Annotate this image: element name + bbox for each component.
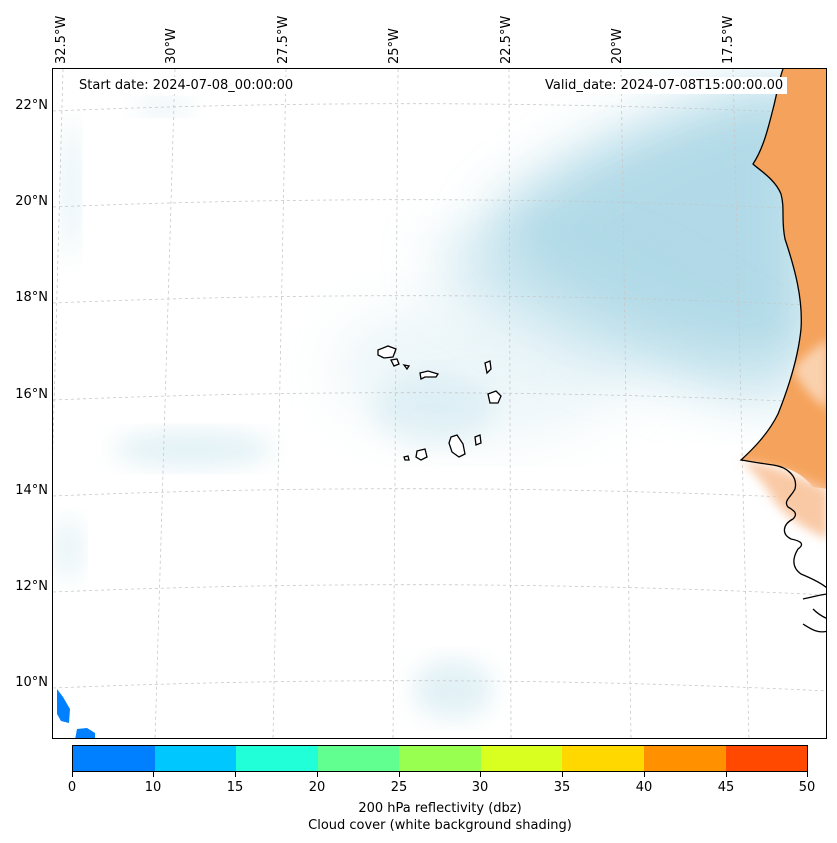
colorbar-label-10: 10 xyxy=(144,780,162,795)
colorbar-tick xyxy=(644,772,645,777)
island-sal xyxy=(484,360,492,375)
island-brava xyxy=(403,455,410,461)
colorbar-subtitle: Cloud cover (white background shading) xyxy=(308,818,572,833)
map-area[interactable] xyxy=(52,68,827,739)
colorbar-label-40: 40 xyxy=(635,780,653,795)
island-santiago xyxy=(448,434,466,458)
lon-label-32-5w: 32.5°W xyxy=(54,15,69,64)
colorbar-segment-40-45 xyxy=(643,746,726,771)
land-layer xyxy=(741,69,826,539)
lat-label-16n: 16°N xyxy=(15,387,48,402)
colorbar-segment-35-40 xyxy=(562,746,644,771)
cloud-strip-west xyxy=(63,119,79,259)
lat-label-12n: 12°N xyxy=(15,579,48,594)
island-santa-luzia xyxy=(402,364,411,371)
colorbar-label-20: 20 xyxy=(308,780,326,795)
map-canvas xyxy=(53,69,826,738)
lat-label-10n: 10°N xyxy=(15,675,48,690)
island-santo-antao xyxy=(377,345,397,359)
colorbar-segment-0-10 xyxy=(73,746,155,771)
colorbar-tick xyxy=(72,772,73,777)
colorbar-label-35: 35 xyxy=(553,780,571,795)
reflectivity-echo-1 xyxy=(57,689,70,723)
colorbar-segment-15-20 xyxy=(236,746,318,771)
colorbar-tick xyxy=(480,772,481,777)
cloud-mass-northeast xyxy=(483,79,813,369)
coastline xyxy=(739,69,826,633)
lat-label-18n: 18°N xyxy=(15,290,48,305)
colorbar-tick xyxy=(153,772,154,777)
gridlines xyxy=(53,69,826,738)
cloud-patch-southwest xyxy=(54,519,82,579)
cloud-patch-south xyxy=(413,659,493,719)
island-sao-nicolau xyxy=(419,370,440,380)
cloud-mass-central xyxy=(433,234,793,409)
land-shade-south xyxy=(741,460,826,539)
colorbar-label-30: 30 xyxy=(471,780,489,795)
colorbar-label-50: 50 xyxy=(798,780,816,795)
colorbar-label-45: 45 xyxy=(717,780,735,795)
colorbar-label-25: 25 xyxy=(390,780,408,795)
cloud-cover-layer xyxy=(54,79,813,719)
cloud-patch-islands xyxy=(373,374,493,444)
colorbar-tick xyxy=(235,772,236,777)
lon-label-20w: 20°W xyxy=(610,28,625,64)
lon-label-17-5w: 17.5°W xyxy=(721,15,736,64)
lon-label-27-5w: 27.5°W xyxy=(276,15,291,64)
cloud-patch-west xyxy=(113,431,273,467)
colorbar-label-0: 0 xyxy=(67,780,77,795)
cape-verde-islands xyxy=(377,345,502,461)
colorbar-segment-45-50 xyxy=(725,746,808,771)
lat-label-22n: 22°N xyxy=(15,98,48,113)
colorbar-tick xyxy=(399,772,400,777)
island-boa-vista xyxy=(487,390,502,404)
lon-label-25w: 25°W xyxy=(387,28,402,64)
reflectivity-layer xyxy=(57,689,95,738)
island-fogo xyxy=(415,448,428,461)
colorbar-segment-10-15 xyxy=(154,746,237,771)
island-sao-vicente xyxy=(390,358,400,367)
colorbar-title: 200 hPa reflectivity (dbz) xyxy=(358,801,522,816)
colorbar xyxy=(72,745,808,772)
colorbar-segment-25-30 xyxy=(399,746,481,771)
colorbar-tick xyxy=(317,772,318,777)
colorbar-segment-20-25 xyxy=(317,746,400,771)
colorbar-tick xyxy=(562,772,563,777)
colorbar-tick xyxy=(807,772,808,777)
lat-label-14n: 14°N xyxy=(15,483,48,498)
start-date-label: Start date: 2024-07-08_00:00:00 xyxy=(75,77,298,94)
colorbar-segment-30-35 xyxy=(480,746,563,771)
valid-date-label: Valid_date: 2024-07-08T15:00:00.00 xyxy=(541,77,788,94)
colorbar-label-15: 15 xyxy=(226,780,244,795)
land-shade-coast xyxy=(793,340,826,408)
reflectivity-echo-2 xyxy=(75,728,95,738)
lon-label-30w: 30°W xyxy=(164,28,179,64)
lon-label-22-5w: 22.5°W xyxy=(499,15,514,64)
colorbar-tick xyxy=(726,772,727,777)
lat-label-20n: 20°N xyxy=(15,194,48,209)
island-maio xyxy=(474,434,482,446)
